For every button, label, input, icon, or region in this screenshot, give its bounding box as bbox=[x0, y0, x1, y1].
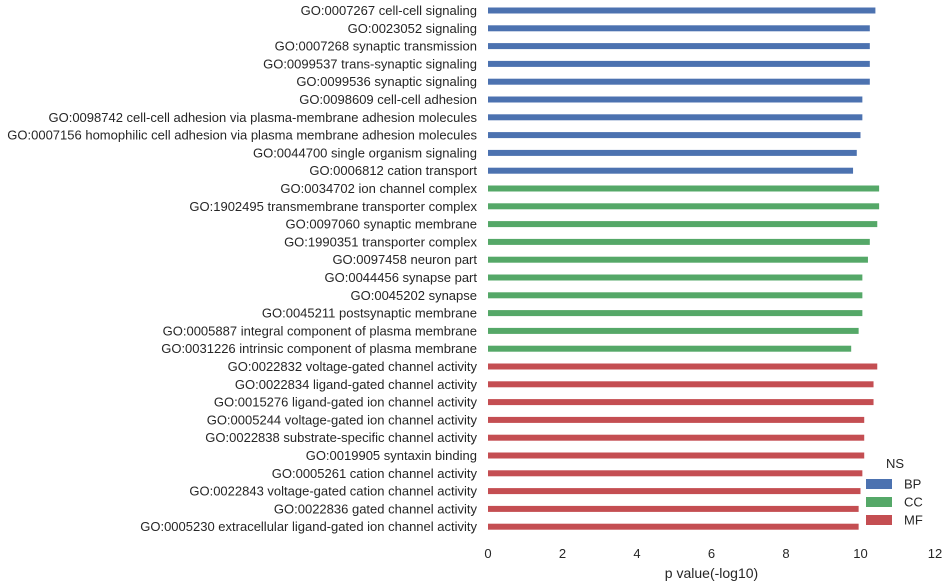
category-label: GO:0006812 cation transport bbox=[309, 163, 477, 178]
bar-mf bbox=[488, 488, 861, 495]
bar-bp bbox=[488, 60, 870, 67]
bar-bp bbox=[488, 132, 861, 139]
category-label: GO:0023052 signaling bbox=[348, 21, 477, 36]
bar-bp bbox=[488, 149, 857, 156]
x-tick-label: 6 bbox=[708, 546, 715, 561]
legend-title: NS bbox=[886, 456, 904, 471]
bar-cc bbox=[488, 256, 868, 263]
bar-cc bbox=[488, 185, 880, 192]
legend: NS BP CC MF bbox=[866, 456, 923, 528]
bars-layer bbox=[488, 7, 880, 530]
x-axis-title: p value(-log10) bbox=[665, 565, 758, 581]
bar-mf bbox=[488, 381, 874, 388]
bar-mf bbox=[488, 416, 865, 423]
bar-bp bbox=[488, 96, 863, 103]
category-label: GO:0034702 ion channel complex bbox=[280, 181, 477, 196]
bar-cc bbox=[488, 327, 859, 334]
x-tick-label: 2 bbox=[559, 546, 566, 561]
x-tick-label: 12 bbox=[928, 546, 942, 561]
legend-label-cc: CC bbox=[904, 495, 923, 510]
category-label: GO:0097060 synaptic membrane bbox=[286, 217, 478, 232]
category-label: GO:0044456 synapse part bbox=[325, 270, 478, 285]
category-label: GO:1902495 transmembrane transporter com… bbox=[189, 199, 477, 214]
bar-cc bbox=[488, 221, 878, 228]
category-labels: GO:0007267 cell-cell signaling GO:0023052… bbox=[7, 3, 477, 534]
category-label: GO:0022834 ligand-gated channel activity bbox=[235, 377, 478, 392]
category-label: GO:0007156 homophilic cell adhesion via … bbox=[7, 128, 477, 143]
category-label: GO:0022832 voltage-gated channel activit… bbox=[228, 359, 478, 374]
category-label: GO:0098742 cell-cell adhesion via plasma… bbox=[48, 110, 477, 125]
legend-swatch-cc bbox=[866, 497, 892, 507]
legend-swatch-bp bbox=[866, 479, 892, 489]
category-label: GO:0005244 voltage-gated ion channel act… bbox=[207, 412, 478, 427]
legend-label-mf: MF bbox=[904, 513, 923, 528]
bar-cc bbox=[488, 238, 870, 245]
x-axis: p value(-log10) 0 2 4 6 8 10 12 bbox=[484, 546, 942, 581]
bar-mf bbox=[488, 434, 865, 441]
category-label: GO:0007267 cell-cell signaling bbox=[301, 3, 477, 18]
bar-bp bbox=[488, 7, 876, 14]
category-label: GO:0005887 integral component of plasma … bbox=[163, 323, 477, 338]
bar-bp bbox=[488, 78, 870, 85]
category-label: GO:1990351 transporter complex bbox=[284, 234, 477, 249]
bar-cc bbox=[488, 310, 863, 317]
x-tick-label: 4 bbox=[633, 546, 640, 561]
category-label: GO:0019905 syntaxin binding bbox=[306, 448, 477, 463]
category-label: GO:0007268 synaptic transmission bbox=[275, 39, 477, 54]
bar-cc bbox=[488, 203, 880, 210]
bar-mf bbox=[488, 399, 874, 406]
category-label: GO:0005261 cation channel activity bbox=[272, 466, 478, 481]
category-label: GO:0099537 trans-synaptic signaling bbox=[263, 56, 477, 71]
category-label: GO:0045211 postsynaptic membrane bbox=[262, 306, 477, 321]
category-label: GO:0022838 substrate-specific channel ac… bbox=[205, 430, 477, 445]
category-label: GO:0005230 extracellular ligand-gated io… bbox=[140, 519, 477, 534]
category-label: GO:0099536 synaptic signaling bbox=[296, 74, 477, 89]
category-label: GO:0022836 gated channel activity bbox=[274, 501, 478, 516]
bar-bp bbox=[488, 114, 863, 121]
category-label: GO:0098609 cell-cell adhesion bbox=[299, 92, 477, 107]
category-label: GO:0045202 synapse bbox=[351, 288, 477, 303]
bar-bp bbox=[488, 43, 870, 50]
category-label: GO:0097458 neuron part bbox=[332, 252, 477, 267]
category-label: GO:0015276 ligand-gated ion channel acti… bbox=[214, 395, 478, 410]
legend-swatch-mf bbox=[866, 515, 892, 525]
bar-bp bbox=[488, 167, 854, 174]
bar-cc bbox=[488, 274, 863, 281]
bar-mf bbox=[488, 363, 878, 370]
bar-cc bbox=[488, 292, 863, 299]
bar-bp bbox=[488, 25, 870, 32]
bar-mf bbox=[488, 452, 865, 459]
x-tick-label: 8 bbox=[782, 546, 789, 561]
legend-label-bp: BP bbox=[904, 477, 921, 492]
bar-cc bbox=[488, 345, 852, 352]
x-tick-label: 0 bbox=[484, 546, 491, 561]
category-label: GO:0022843 voltage-gated cation channel … bbox=[189, 484, 477, 499]
bar-mf bbox=[488, 505, 859, 512]
bar-mf bbox=[488, 470, 863, 477]
x-tick-label: 10 bbox=[853, 546, 867, 561]
category-label: GO:0044700 single organism signaling bbox=[253, 145, 477, 160]
bar-mf bbox=[488, 523, 859, 530]
category-label: GO:0031226 intrinsic component of plasma… bbox=[161, 341, 477, 356]
